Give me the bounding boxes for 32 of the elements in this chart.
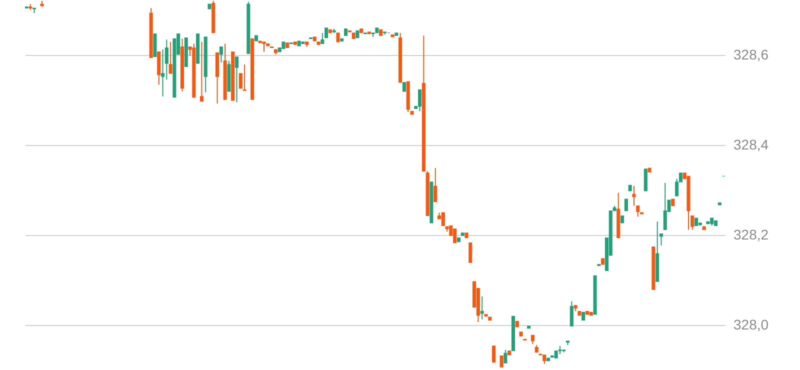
y-tick-label: 328,0 [734, 316, 769, 333]
candlestick [234, 56, 239, 103]
candlestick [434, 168, 438, 202]
candlestick [644, 168, 648, 192]
candlestick [480, 296, 484, 320]
candlestick [200, 41, 204, 102]
candlestick [570, 300, 574, 327]
y-tick-label: 328,2 [734, 226, 769, 243]
candlestick [542, 354, 546, 364]
candlestick [242, 64, 246, 92]
candlestick [624, 198, 628, 212]
candlestick [402, 82, 406, 92]
candlestick [324, 27, 328, 38]
candlestick [168, 41, 172, 74]
y-tick-label: 328,6 [734, 46, 769, 62]
candlestick [216, 52, 220, 104]
candlestick [153, 33, 157, 58]
candlestick [530, 334, 534, 345]
candlestick [418, 89, 422, 112]
y-tick-label: 328,4 [734, 136, 769, 153]
candlestick [219, 46, 223, 64]
candlestick [262, 41, 266, 52]
candlestick [500, 355, 504, 368]
candlestick [468, 242, 472, 264]
candlestick [441, 212, 445, 226]
candlestick [690, 215, 694, 230]
candlestick [663, 182, 667, 230]
candlestick [453, 228, 457, 244]
candlestick [336, 32, 340, 42]
candlestick [157, 51, 161, 86]
candlestick [492, 345, 496, 363]
candlestick [504, 349, 508, 364]
